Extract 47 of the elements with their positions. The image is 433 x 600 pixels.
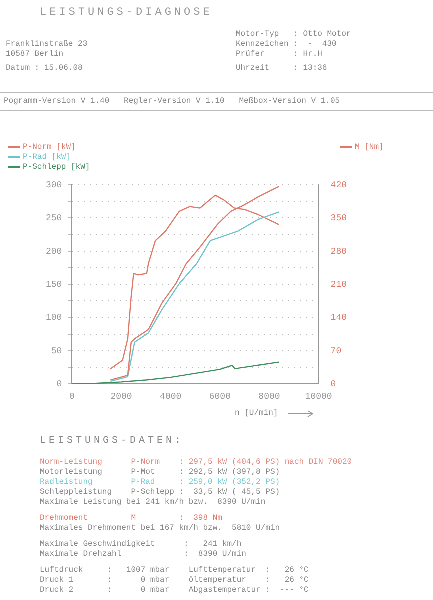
text: Uhrzeit : 13:36 — [236, 64, 328, 74]
chart-title: LEISTUNGS-DIAGNOSE — [40, 7, 213, 19]
text: Prüfer : Hr.H — [236, 50, 322, 60]
text: Norm-Leistung P-Norm : 297,5 kW (404,6 PS) nach DIN 70020 — [40, 458, 352, 468]
text: Motor-Typ : Otto Motor — [236, 30, 352, 40]
text: LEISTUNGS-DATEN: — [40, 436, 184, 447]
text: Maximale Drehzahl : 8390 U/min — [40, 550, 246, 560]
text: Drehmoment M : 398 Nm — [40, 514, 222, 524]
text: Radleistung P-Rad : 259,0 kW (352,2 PS) — [40, 478, 280, 488]
text: Schleppleistung P-Schlepp : 33,5 kW ( 45,5 PS) — [40, 488, 280, 498]
y2-tick-label: 350 — [330, 214, 347, 224]
x-tick-label: 0 — [70, 392, 75, 402]
y-tick-label: 250 — [46, 214, 62, 224]
text: Franklinstraße 23 — [6, 40, 88, 50]
text: Druck 2 : 0 mbar Abgastemperatur : --- °C — [40, 586, 309, 596]
y-tick-label: 150 — [46, 280, 62, 290]
x-tick-label: 10000 — [305, 392, 332, 402]
text: Kennzeichen : - 430 — [236, 40, 337, 50]
legend-label: P-Rad [kW] — [23, 153, 72, 162]
y-tick-label: 200 — [46, 246, 62, 257]
x-tick-label: 6000 — [209, 392, 231, 402]
y-tick-label: 0 — [56, 380, 62, 390]
y2-tick-label: 70 — [330, 346, 342, 356]
y2-tick-label: 140 — [330, 313, 347, 324]
text: 10587 Berlin — [6, 50, 64, 60]
x-tick-label: 4000 — [160, 392, 182, 402]
text: Datum : 15.06.08 — [6, 64, 83, 74]
x-tick-label: 2000 — [110, 392, 132, 402]
legend-label: P-Schlepp [kW] — [23, 163, 90, 172]
text: Pogramm-Version V 1.40 Regler-Version V 1.10 Meßbox-Version V 1.05 — [4, 97, 340, 107]
x-axis-title: n [U/min] — [235, 409, 278, 419]
x-tick-label: 8000 — [258, 392, 280, 402]
text: Druck 1 : 0 mbar öltemperatur : 26 °C — [40, 576, 309, 586]
legend-label: M [Nm] — [355, 143, 384, 152]
legend-label: P-Norm [kW] — [23, 143, 76, 152]
y-tick-label: 50 — [51, 346, 62, 356]
y2-tick-label: 420 — [330, 180, 347, 190]
text: Maximales Drehmoment bei 167 km/h bzw. 5810 U/min — [40, 524, 280, 534]
y2-tick-label: 280 — [330, 246, 347, 257]
text: Luftdruck : 1007 mbar Lufttemperatur : 26 °C — [40, 566, 309, 576]
text: Maximale Geschwindigkeit : 241 km/h — [40, 540, 242, 550]
text: Motorleistung P-Mot : 292,5 kW (397,8 PS) — [40, 468, 280, 478]
y2-tick-label: 210 — [330, 280, 347, 290]
y-tick-label: 300 — [46, 180, 62, 190]
text: Maximale Leistung bei 241 km/h bzw. 8390 U/min — [40, 498, 266, 508]
y2-tick-label: 0 — [330, 380, 336, 390]
y-tick-label: 100 — [46, 313, 62, 324]
